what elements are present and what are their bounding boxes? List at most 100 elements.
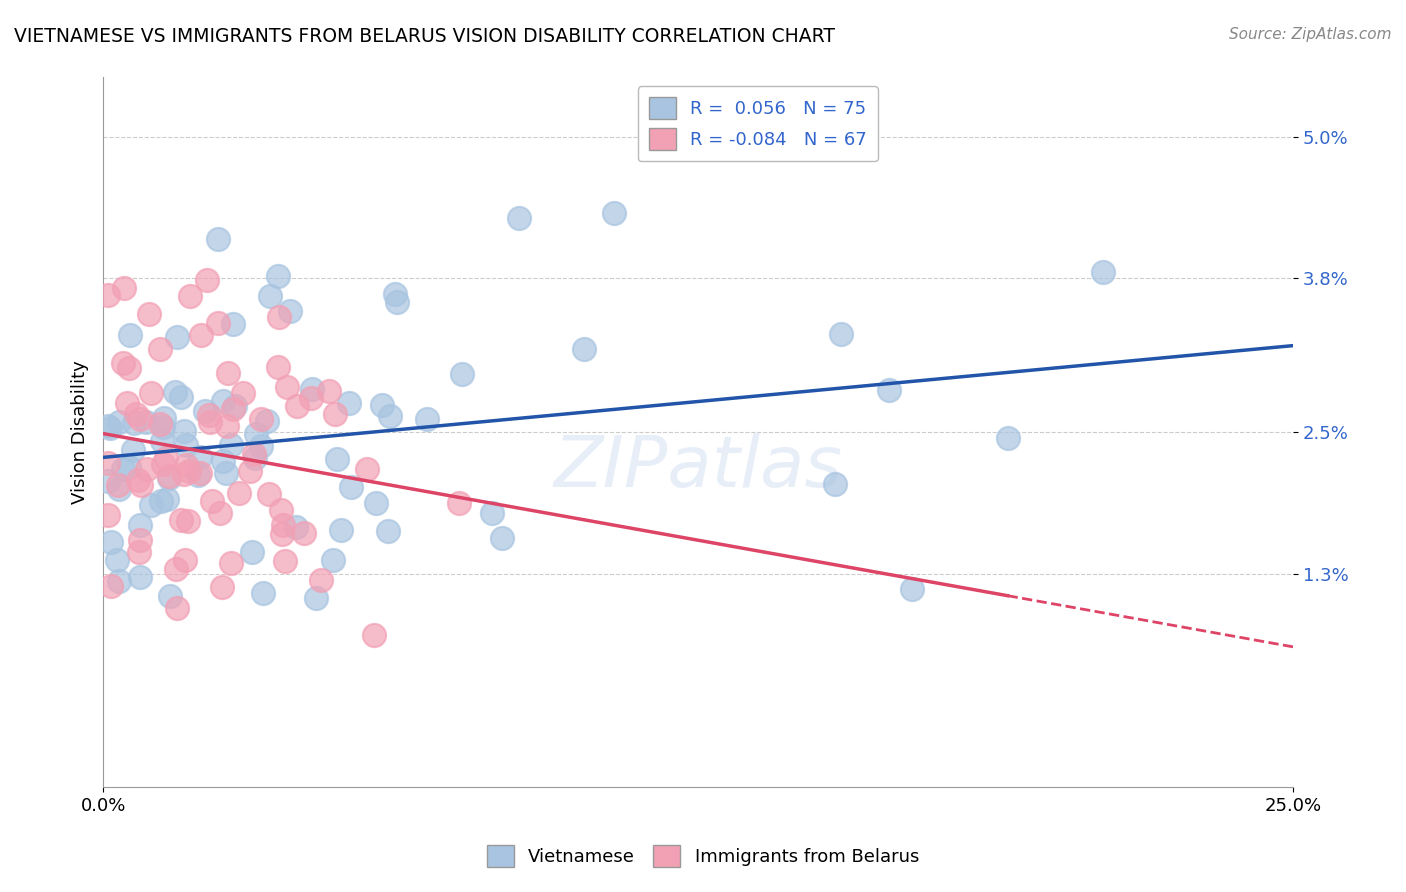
- Point: [232, 386, 254, 401]
- Point: [997, 431, 1019, 445]
- Point: [149, 417, 172, 432]
- Point: [274, 554, 297, 568]
- Point: [877, 384, 900, 398]
- Point: [330, 523, 353, 537]
- Point: [301, 382, 323, 396]
- Point: [285, 399, 308, 413]
- Point: [363, 627, 385, 641]
- Point: [97, 508, 120, 522]
- Point: [152, 420, 174, 434]
- Point: [326, 451, 349, 466]
- Point: [901, 582, 924, 597]
- Text: Source: ZipAtlas.com: Source: ZipAtlas.com: [1229, 27, 1392, 42]
- Point: [278, 303, 301, 318]
- Legend: R =  0.056   N = 75, R = -0.084   N = 67: R = 0.056 N = 75, R = -0.084 N = 67: [638, 87, 877, 161]
- Point: [243, 451, 266, 466]
- Point: [153, 411, 176, 425]
- Point: [166, 330, 188, 344]
- Point: [222, 317, 245, 331]
- Point: [491, 531, 513, 545]
- Point: [377, 524, 399, 538]
- Point: [271, 526, 294, 541]
- Point: [416, 412, 439, 426]
- Point: [215, 467, 238, 481]
- Point: [174, 553, 197, 567]
- Point: [385, 294, 408, 309]
- Point: [276, 380, 298, 394]
- Text: VIETNAMESE VS IMMIGRANTS FROM BELARUS VISION DISABILITY CORRELATION CHART: VIETNAMESE VS IMMIGRANTS FROM BELARUS VI…: [14, 27, 835, 45]
- Point: [256, 414, 278, 428]
- Point: [136, 462, 159, 476]
- Point: [170, 390, 193, 404]
- Point: [166, 601, 188, 615]
- Point: [141, 498, 163, 512]
- Point: [252, 586, 274, 600]
- Point: [108, 482, 131, 496]
- Point: [270, 502, 292, 516]
- Point: [830, 326, 852, 341]
- Point: [128, 545, 150, 559]
- Point: [156, 492, 179, 507]
- Legend: Vietnamese, Immigrants from Belarus: Vietnamese, Immigrants from Belarus: [479, 838, 927, 874]
- Point: [129, 533, 152, 547]
- Point: [98, 421, 121, 435]
- Point: [294, 525, 316, 540]
- Point: [250, 412, 273, 426]
- Point: [173, 467, 195, 482]
- Point: [284, 520, 307, 534]
- Point: [107, 478, 129, 492]
- Point: [157, 471, 180, 485]
- Point: [194, 403, 217, 417]
- Point: [107, 574, 129, 589]
- Point: [243, 447, 266, 461]
- Point: [188, 466, 211, 480]
- Point: [198, 415, 221, 429]
- Point: [122, 416, 145, 430]
- Point: [138, 307, 160, 321]
- Point: [211, 580, 233, 594]
- Point: [240, 544, 263, 558]
- Point: [187, 467, 209, 482]
- Point: [259, 289, 281, 303]
- Point: [112, 462, 135, 476]
- Point: [219, 438, 242, 452]
- Point: [97, 418, 120, 433]
- Point: [224, 399, 246, 413]
- Point: [212, 394, 235, 409]
- Point: [127, 474, 149, 488]
- Point: [122, 442, 145, 457]
- Point: [159, 589, 181, 603]
- Point: [170, 513, 193, 527]
- Point: [97, 474, 120, 488]
- Point: [190, 327, 212, 342]
- Point: [155, 451, 177, 466]
- Point: [371, 398, 394, 412]
- Point: [384, 287, 406, 301]
- Point: [174, 438, 197, 452]
- Point: [508, 211, 530, 225]
- Point: [105, 553, 128, 567]
- Point: [451, 367, 474, 381]
- Point: [572, 343, 595, 357]
- Point: [245, 427, 267, 442]
- Point: [217, 366, 239, 380]
- Point: [112, 280, 135, 294]
- Point: [1091, 265, 1114, 279]
- Point: [323, 407, 346, 421]
- Point: [318, 384, 340, 399]
- Point: [135, 416, 157, 430]
- Point: [309, 573, 332, 587]
- Point: [124, 407, 146, 421]
- Point: [299, 391, 322, 405]
- Point: [100, 534, 122, 549]
- Point: [177, 464, 200, 478]
- Point: [209, 507, 232, 521]
- Point: [257, 486, 280, 500]
- Point: [207, 232, 229, 246]
- Point: [339, 481, 361, 495]
- Point: [152, 458, 174, 472]
- Y-axis label: Vision Disability: Vision Disability: [72, 360, 89, 504]
- Point: [115, 396, 138, 410]
- Point: [201, 494, 224, 508]
- Point: [177, 514, 200, 528]
